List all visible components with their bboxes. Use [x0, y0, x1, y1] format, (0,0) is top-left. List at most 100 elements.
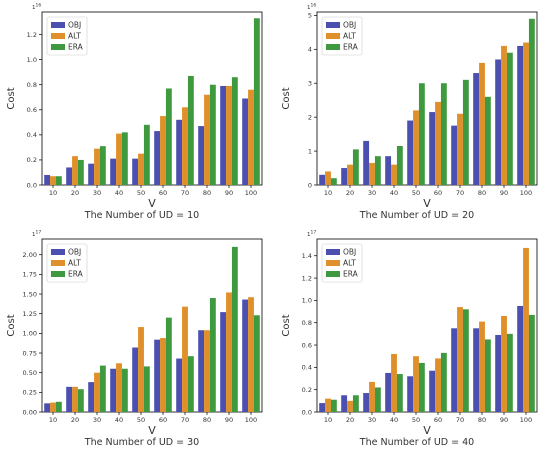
- x-tick-label: 80: [203, 416, 211, 424]
- legend-label-alt: ALT: [68, 259, 81, 268]
- bar-obj: [473, 73, 480, 185]
- legend-swatch-obj: [51, 249, 65, 255]
- legend-swatch-obj: [51, 22, 65, 28]
- x-tick-label: 20: [346, 416, 354, 424]
- bar-alt: [116, 363, 122, 412]
- x-tick-label: 80: [203, 189, 211, 197]
- bar-obj: [407, 120, 414, 185]
- bar-alt: [182, 306, 188, 412]
- x-tick-label: 100: [245, 416, 257, 424]
- bar-alt: [94, 148, 100, 185]
- legend-label-alt: ALT: [343, 32, 356, 41]
- y-tick-label: 4: [308, 46, 312, 54]
- bar-obj: [385, 156, 392, 185]
- x-tick-label: 10: [49, 416, 57, 424]
- x-tick-label: 80: [478, 189, 486, 197]
- bar-alt: [182, 107, 188, 185]
- bar-obj: [88, 382, 95, 412]
- bar-obj: [473, 328, 480, 412]
- bar-alt: [457, 113, 463, 185]
- legend-swatch-era: [51, 44, 65, 50]
- y-tick-label: 2: [308, 113, 312, 121]
- y-tick-label: 1.0: [302, 297, 312, 305]
- bar-obj: [44, 403, 51, 412]
- chart-panel-ud10: 0.0 0.2 0.4 0.6 0.8 1.0 1.2 116 10 20 30 40 50 60 70 80…: [0, 0, 275, 231]
- x-tick-label: 70: [181, 416, 189, 424]
- bar-era: [143, 366, 150, 412]
- bar-obj: [341, 395, 348, 412]
- x-tick-label: 60: [434, 189, 442, 197]
- bar-era: [143, 124, 150, 185]
- x-tick-label: 30: [368, 189, 376, 197]
- x-tick-label: 60: [159, 416, 167, 424]
- x-tick-label: 60: [434, 416, 442, 424]
- x-tick-label: 90: [225, 189, 233, 197]
- x-tick-label: 90: [500, 416, 508, 424]
- bar-era: [462, 309, 469, 412]
- y-tick-label: 1.50: [23, 290, 37, 298]
- plot-frame: [316, 238, 538, 413]
- bar-era: [253, 18, 260, 185]
- y-tick-label: 0.8: [27, 81, 37, 89]
- x-tick-label: 100: [520, 416, 532, 424]
- bar-alt: [347, 164, 353, 185]
- bar-alt: [94, 372, 100, 412]
- bar-obj: [154, 339, 161, 412]
- bar-alt: [138, 327, 144, 412]
- bar-obj: [66, 386, 73, 412]
- bar-alt: [369, 162, 375, 185]
- legend-label-era: ERA: [343, 270, 359, 279]
- x-tick-label: 20: [346, 189, 354, 197]
- y-tick-label: 0.8: [302, 319, 312, 327]
- legend: OBJ ALT ERA: [321, 243, 363, 283]
- bar-era: [121, 368, 128, 412]
- bar-obj: [451, 125, 458, 185]
- chart-caption: The Number of UD = 10: [84, 210, 199, 221]
- bar-obj: [429, 112, 436, 185]
- legend-label-era: ERA: [68, 43, 84, 52]
- y-tick-label: 1.4: [302, 252, 312, 260]
- bar-era: [253, 315, 260, 412]
- x-tick-label: 40: [390, 189, 398, 197]
- bar-obj: [198, 330, 205, 412]
- bar-obj: [517, 305, 524, 412]
- bar-alt: [160, 338, 166, 412]
- y-tick-label: 0.0: [27, 181, 37, 189]
- x-axis-label: V: [423, 424, 431, 437]
- bar-era: [165, 88, 172, 185]
- bar-alt: [347, 400, 353, 412]
- bar-alt: [435, 358, 441, 412]
- y-tick-label: 1.0: [27, 56, 37, 64]
- bar-obj: [341, 168, 348, 185]
- bar-obj: [220, 85, 227, 185]
- bar-chart: 0.0 0.2 0.4 0.6 0.8 1.0 1.2 116 10 20 30 40 50 60 70 80…: [6, 3, 263, 221]
- bar-era: [506, 52, 513, 186]
- bar-era: [462, 79, 469, 185]
- bar-chart: 0.0 0.2 0.4 0.6 0.8 1.0 1.2 1.4 117 10 20 30 40 50 60 7…: [281, 230, 538, 448]
- bar-era: [187, 356, 194, 412]
- x-tick-label: 50: [412, 189, 420, 197]
- legend-swatch-era: [326, 44, 340, 50]
- bar-alt: [50, 402, 56, 412]
- bar-era: [55, 401, 62, 412]
- y-axis-label: Cost: [6, 314, 17, 336]
- bar-era: [209, 297, 216, 412]
- y-tick-label: 0.6: [27, 106, 37, 114]
- bar-era: [231, 77, 238, 185]
- bar-alt: [479, 62, 485, 185]
- legend-swatch-obj: [326, 249, 340, 255]
- bar-alt: [369, 381, 375, 412]
- x-tick-label: 20: [71, 416, 79, 424]
- bar-alt: [248, 89, 254, 185]
- x-tick-label: 30: [368, 416, 376, 424]
- bar-alt: [226, 85, 232, 185]
- y-tick-label: 3: [308, 80, 312, 88]
- y-tick-label: 0.75: [23, 349, 37, 357]
- bar-alt: [72, 156, 78, 185]
- bar-era: [396, 374, 403, 412]
- chart-caption: The Number of UD = 40: [359, 437, 474, 448]
- bar-obj: [44, 174, 51, 185]
- bar-era: [330, 178, 337, 185]
- bar-era: [528, 314, 535, 412]
- bar-obj: [176, 119, 183, 185]
